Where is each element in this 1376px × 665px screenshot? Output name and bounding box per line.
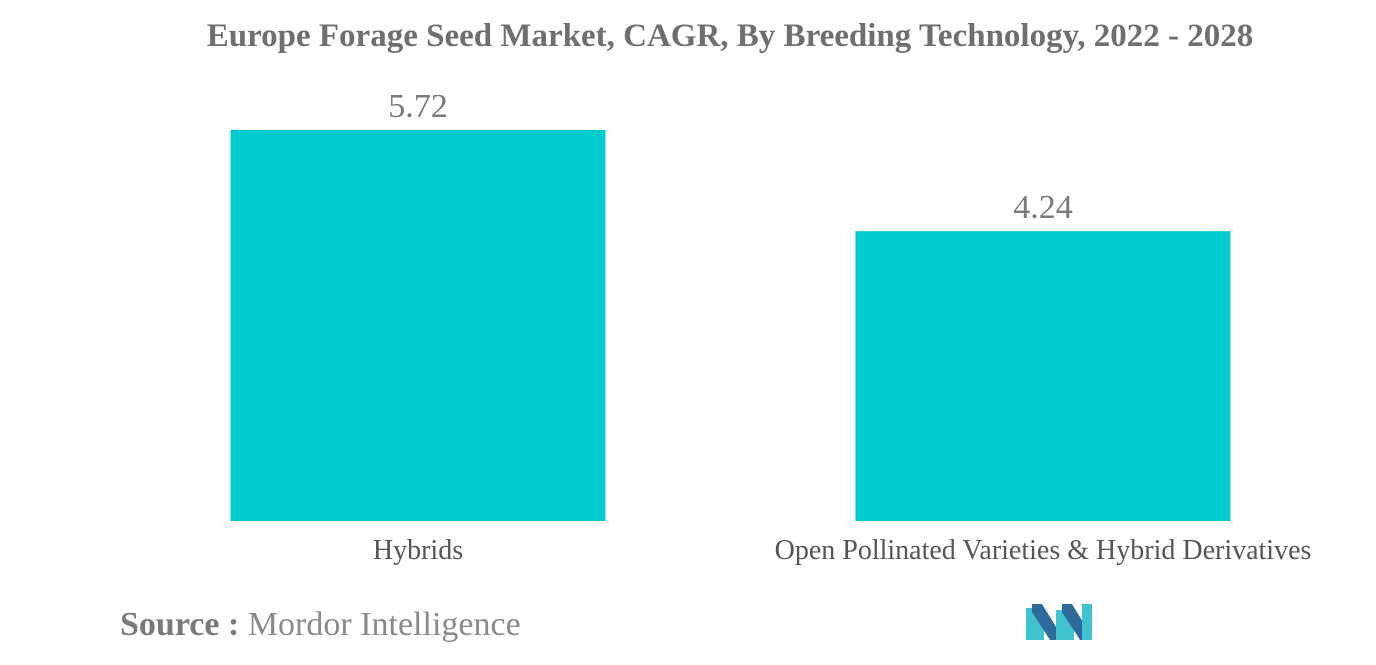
data-label-0: 5.72 — [388, 88, 448, 125]
source-text: Mordor Intelligence — [247, 606, 521, 643]
chart-title: Europe Forage Seed Market, CAGR, By Bree… — [206, 18, 1254, 54]
bar-chart: 5.72 4.24 Hybrids Open Pollinated Varietie… — [230, 88, 1312, 566]
category-label-1: Open Pollinated Varieties & Hybrid Deriv… — [775, 535, 1312, 566]
value-labels-layer: 5.72 4.24 — [388, 88, 1073, 226]
bar-1 — [855, 231, 1231, 521]
source-note: Source : Mordor Intelligence — [120, 606, 521, 644]
data-label-1: 4.24 — [1013, 189, 1073, 226]
mordor-intelligence-logo-icon — [1026, 604, 1092, 640]
source-label: Source : — [120, 606, 240, 643]
bars-layer — [230, 130, 1231, 521]
category-label-0: Hybrids — [373, 535, 463, 566]
bar-0 — [230, 130, 606, 521]
category-labels-layer: Hybrids Open Pollinated Varieties & Hybri… — [373, 535, 1312, 566]
